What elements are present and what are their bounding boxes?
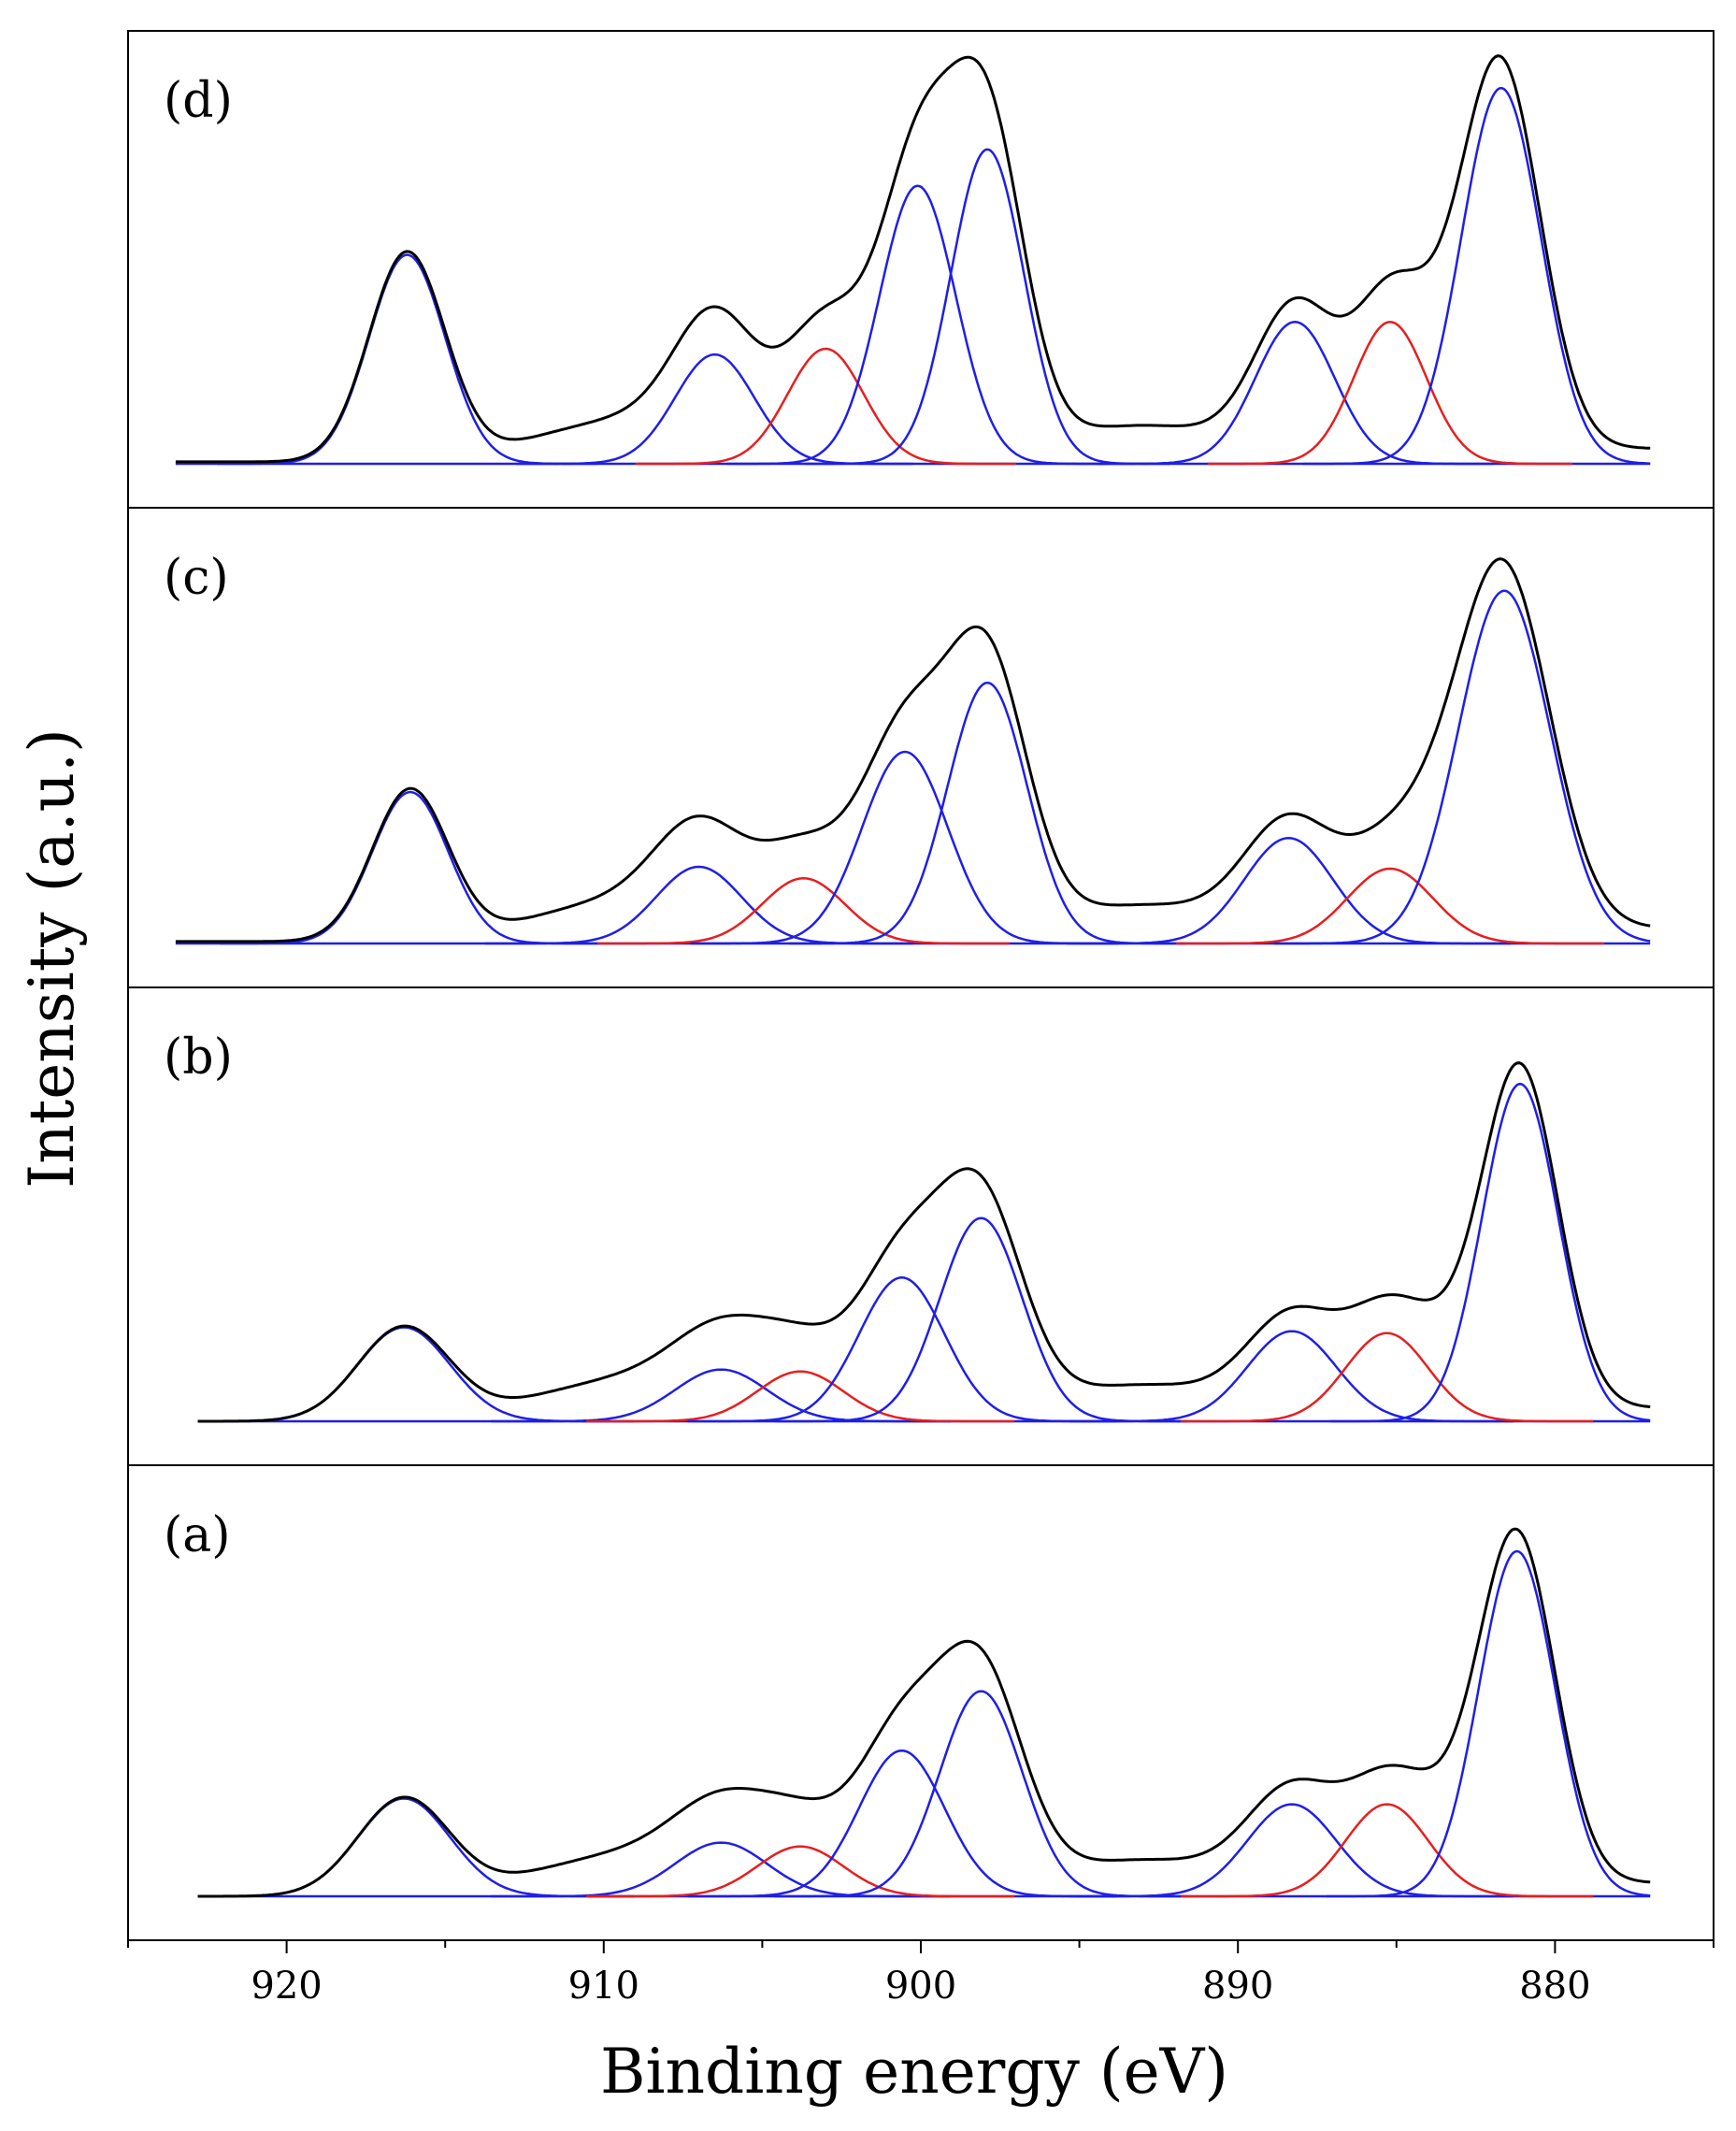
panel-c: (c) (127, 507, 1714, 988)
fit-peak-881.7 (1302, 86, 1651, 466)
x-tick-label-900: 900 (885, 1965, 956, 2008)
x-tick-label-890: 890 (1202, 1965, 1273, 2008)
fit-peak-900.6 (687, 1749, 1116, 1898)
fit-peak-906.3 (491, 1841, 952, 1898)
fit-peak-898.1 (775, 1690, 1187, 1898)
fit-peak-881.1 (1329, 1082, 1651, 1423)
fit-peak-900.1 (727, 184, 1109, 466)
experimental-envelope (175, 557, 1651, 943)
panels-layer: (d) (c) (b) (a) (127, 30, 1714, 1941)
fit-peak-903 (635, 347, 1016, 466)
fit-peak-881.2 (1327, 1549, 1651, 1898)
panel-d: (d) (127, 30, 1714, 509)
panel-label: (d) (164, 73, 233, 129)
fit-peak-897.9 (805, 148, 1170, 466)
fit-peak-916.2 (217, 253, 597, 466)
panel-frame (127, 986, 1714, 1466)
y-axis-title: Intensity (a.u.) (16, 728, 88, 1188)
fit-peak-903.8 (586, 1845, 1015, 1898)
fit-peak-885.2 (1208, 321, 1573, 466)
fit-peak-903.7 (597, 877, 1010, 945)
experimental-envelope (175, 54, 1651, 464)
fit-peak-907 (484, 865, 913, 945)
panel-label: (a) (164, 1507, 231, 1563)
panel-label: (c) (164, 550, 229, 606)
experimental-envelope (197, 1527, 1651, 1898)
fit-peak-888.3 (1069, 1803, 1514, 1898)
fit-peak-916.3 (197, 1326, 634, 1423)
panel-frame (127, 507, 1714, 988)
fit-peak-888.3 (1069, 1330, 1514, 1423)
fit-peak-885.3 (1181, 1332, 1594, 1423)
panel-label: (b) (164, 1030, 233, 1086)
panel-b: (b) (127, 986, 1714, 1466)
fit-peak-885.2 (1176, 867, 1604, 945)
fit-peak-900.5 (691, 750, 1119, 945)
fit-peak-906.3 (491, 1368, 952, 1423)
fit-peak-881.6 (1274, 589, 1651, 945)
fit-peak-888.4 (1067, 837, 1511, 945)
x-tick-label-910: 910 (568, 1965, 639, 2008)
x-tick-label-880: 880 (1519, 1965, 1590, 2008)
fit-peak-903.8 (586, 1370, 1015, 1423)
x-axis-title: Binding energy (eV) (600, 2036, 1228, 2108)
fit-peak-906.5 (516, 353, 913, 466)
fit-peak-885.3 (1181, 1803, 1594, 1898)
fit-peak-916.1 (220, 790, 601, 945)
experimental-envelope (197, 1061, 1651, 1423)
panel-a: (a) (127, 1464, 1714, 1941)
x-tick-label-920: 920 (251, 1965, 322, 2008)
fit-peak-900.6 (687, 1276, 1116, 1423)
fit-peak-898.1 (775, 1217, 1187, 1423)
fit-peak-888.2 (1097, 321, 1494, 466)
fit-peak-916.3 (197, 1797, 634, 1898)
x-axis: 920 910 900 890 880 (127, 1940, 1714, 2008)
